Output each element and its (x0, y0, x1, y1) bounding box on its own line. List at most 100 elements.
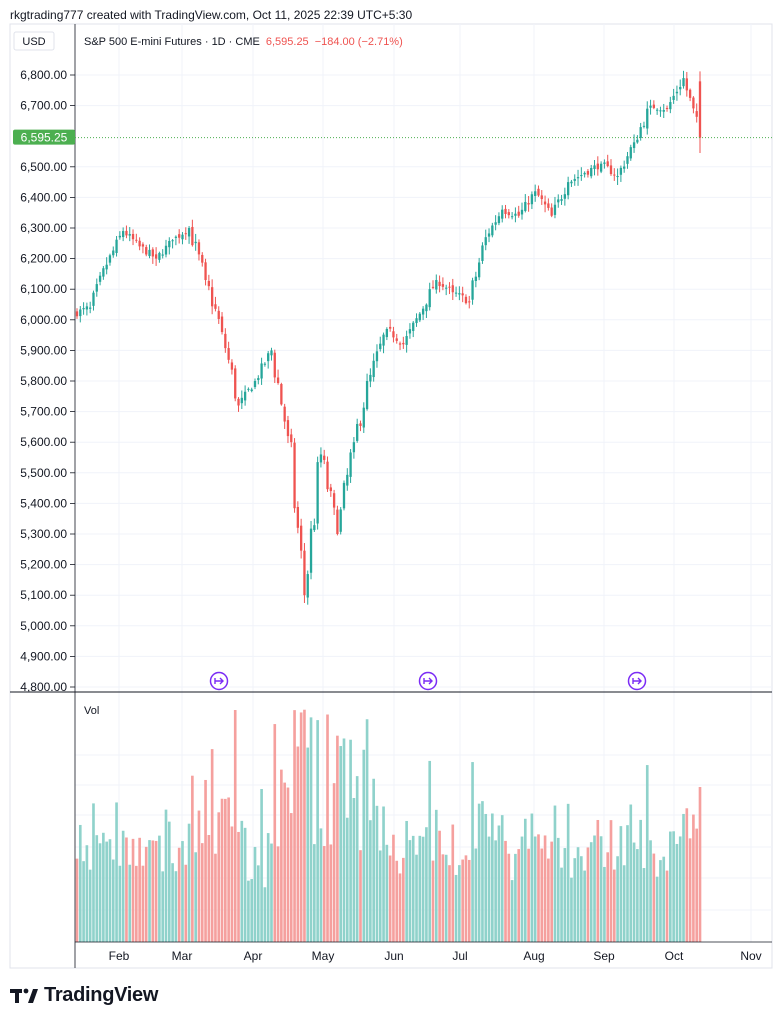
volume-bar (428, 760, 432, 942)
candle-body (267, 353, 270, 362)
candle-body (550, 207, 553, 216)
candle-body (468, 301, 471, 303)
candle-body (79, 309, 82, 317)
candle-body (369, 374, 372, 382)
candle-body (454, 292, 458, 294)
volume-bar (306, 747, 310, 942)
candle-body (474, 276, 478, 281)
candle-body (642, 125, 646, 127)
tradingview-logo[interactable]: TradingView (10, 984, 158, 1007)
candle-body (438, 281, 441, 287)
candle-body (164, 245, 168, 255)
volume-bar (382, 806, 385, 942)
candle-body (395, 338, 398, 341)
volume-bar (270, 843, 273, 942)
volume-bar (85, 845, 89, 942)
candle-body (639, 127, 642, 138)
candle-body (339, 509, 342, 532)
volume-bar (586, 847, 590, 942)
volume-bar (573, 858, 577, 942)
volume-bar (250, 879, 254, 942)
volume-bar (523, 818, 527, 942)
candle-body (405, 336, 408, 345)
volume-bar (510, 880, 514, 942)
candle-body (675, 91, 679, 94)
candle-body (662, 110, 665, 112)
volume-bar (454, 874, 458, 942)
candle-body (184, 233, 187, 235)
candle-body (619, 167, 623, 175)
volume-bar (576, 847, 580, 942)
volume-bar (125, 837, 128, 942)
currency-label: USD (22, 36, 45, 48)
candle-body (599, 163, 603, 172)
volume-bar (161, 871, 165, 942)
volume-bar (309, 717, 313, 942)
candle-body (247, 388, 250, 390)
candle-body (168, 240, 171, 248)
candle-body (230, 362, 234, 370)
candle-body (530, 194, 534, 205)
volume-bars (75, 709, 702, 942)
volume-bar (342, 738, 346, 942)
candle-body (178, 234, 181, 238)
candle-body (461, 293, 464, 296)
volume-bar (296, 746, 300, 942)
candle-body (75, 311, 79, 317)
chart-canvas[interactable]: 4,800.00 4,900.00 5,000.00 5,100.00 5,200.00… (0, 0, 781, 980)
x-tick-label: Mar (172, 949, 193, 963)
candle-body (158, 252, 161, 260)
volume-bar (210, 749, 214, 942)
volume-bar (148, 840, 151, 942)
candle-body (537, 188, 540, 196)
volume-bar (500, 815, 504, 942)
event-marker-icon[interactable] (209, 671, 229, 691)
event-marker-icon[interactable] (627, 671, 647, 691)
event-marker-icon[interactable] (418, 671, 438, 691)
candle-body (392, 331, 395, 338)
event-markers (209, 671, 647, 691)
candle-body (596, 163, 599, 170)
volume-bar (612, 869, 616, 942)
volume-bar (431, 860, 435, 942)
volume-bar (520, 836, 524, 942)
candle-body (95, 284, 98, 292)
candle-body (517, 211, 520, 216)
candle-body (698, 81, 702, 138)
candle-body (685, 78, 688, 91)
volume-bar (487, 836, 491, 942)
chart-frame (9, 23, 773, 969)
candle-body (629, 147, 632, 159)
volume-bar (471, 762, 474, 942)
candle-body (237, 398, 240, 406)
volume-bar (141, 865, 145, 942)
candle-body (82, 308, 85, 310)
volume-bar (408, 840, 412, 942)
candle-body (428, 289, 431, 308)
candle-body (365, 380, 369, 410)
candle-body (92, 292, 95, 306)
volume-bar (543, 835, 547, 942)
volume-bar (580, 856, 583, 942)
candle-body (250, 389, 253, 392)
candle-body (138, 240, 141, 247)
volume-bar (82, 861, 85, 942)
volume-bar (115, 802, 118, 942)
chart-legend: USD S&P 500 E-mini Futures · 1D · CME 6,… (13, 31, 403, 717)
candle-body (141, 244, 145, 247)
volume-bar (224, 798, 227, 942)
candle-body (286, 420, 290, 437)
volume-bar (78, 824, 82, 942)
candle-body (323, 455, 326, 460)
candle-body (224, 333, 227, 349)
volume-bar (359, 850, 362, 942)
candle-body (573, 178, 576, 181)
y-tick-label: 6,100.00 (20, 282, 67, 296)
volume-bar (98, 843, 102, 942)
candle-body (352, 442, 356, 453)
volume-bar (606, 852, 610, 942)
y-tick-label: 5,500.00 (20, 466, 67, 480)
volume-bar (194, 852, 197, 942)
candle-body (125, 230, 128, 236)
volume-bar (105, 841, 108, 942)
